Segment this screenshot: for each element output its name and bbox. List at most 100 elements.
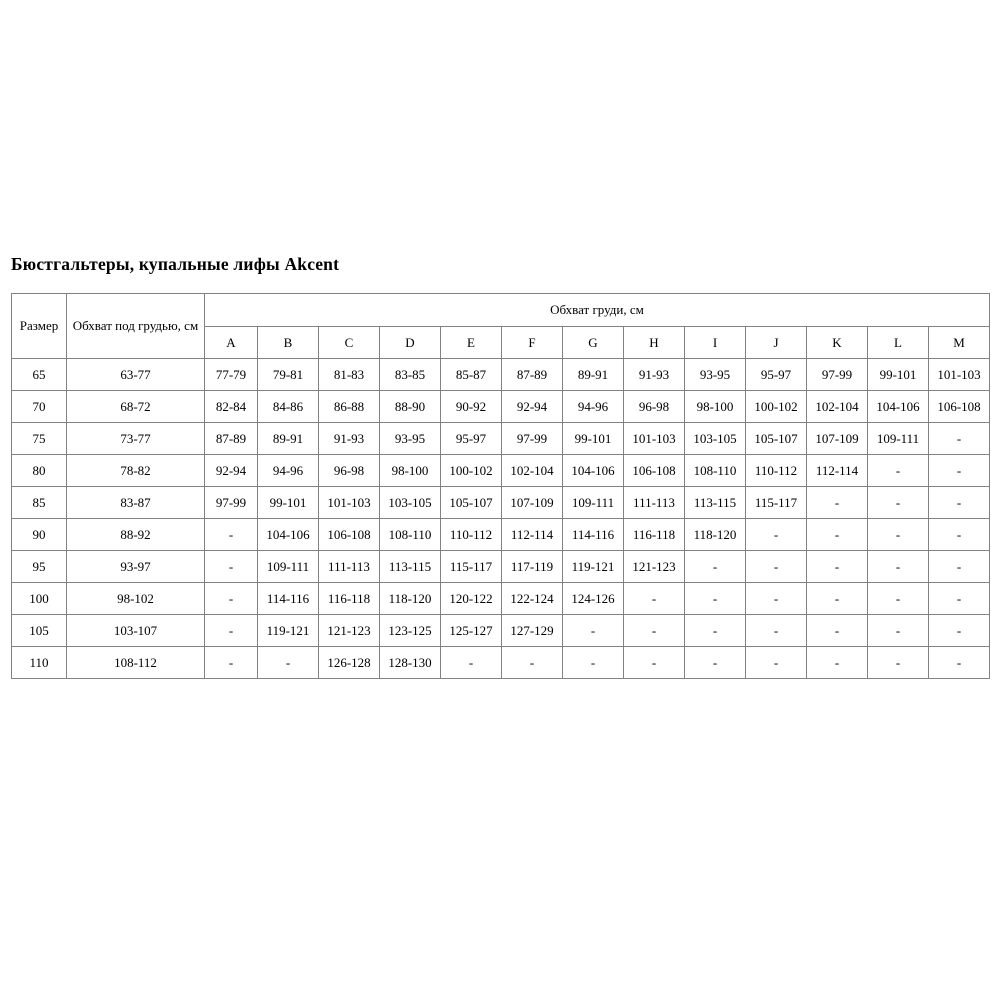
cup-cell: 81-83	[318, 358, 380, 391]
cup-cell: -	[806, 614, 868, 647]
cup-cell: -	[204, 582, 258, 615]
cup-cell: 101-103	[928, 358, 990, 391]
size-cell: 95	[11, 550, 67, 583]
cup-cell: -	[204, 614, 258, 647]
cup-cell: -	[204, 646, 258, 679]
size-chart-table: Размер Обхват под грудью, см Обхват груд…	[11, 293, 990, 679]
cup-cell: -	[623, 614, 685, 647]
cup-cell: 104-106	[867, 390, 929, 423]
cup-cell: -	[562, 614, 624, 647]
cup-cell: -	[867, 486, 929, 519]
cup-cell: 106-108	[623, 454, 685, 487]
cup-cell: -	[928, 422, 990, 455]
cup-cell: -	[806, 486, 868, 519]
cup-cell: -	[623, 582, 685, 615]
cup-cell: 99-101	[257, 486, 319, 519]
underbust-cell: 83-87	[66, 486, 205, 519]
cup-cell: -	[204, 518, 258, 551]
cup-cell: -	[440, 646, 502, 679]
table-header: Размер Обхват под грудью, см Обхват груд…	[11, 293, 990, 359]
cup-cell: 87-89	[501, 358, 563, 391]
cup-cell: 98-100	[684, 390, 746, 423]
cup-cell: -	[745, 582, 807, 615]
cup-cell: 105-107	[745, 422, 807, 455]
cup-cell: 91-93	[623, 358, 685, 391]
size-cell: 85	[11, 486, 67, 519]
cup-cell: 94-96	[257, 454, 319, 487]
underbust-cell: 108-112	[66, 646, 205, 679]
cup-cell: 89-91	[562, 358, 624, 391]
cup-letter-header-e: E	[440, 326, 502, 359]
table-row: 90 88-92-104-106 106-108 108-110 110-112 112-…	[11, 518, 990, 551]
cup-cell: 107-109	[501, 486, 563, 519]
cup-cell: 110-112	[745, 454, 807, 487]
cup-letter-header-d: D	[379, 326, 441, 359]
cup-cell: -	[623, 646, 685, 679]
cup-cell: 87-89	[204, 422, 258, 455]
cup-cell: 119-121	[562, 550, 624, 583]
cup-letter-header-j: J	[745, 326, 807, 359]
cup-letter-header-l: L	[867, 326, 929, 359]
cup-cell: 121-123	[318, 614, 380, 647]
cup-cell: 90-92	[440, 390, 502, 423]
cup-cell: 95-97	[745, 358, 807, 391]
cup-cell: 119-121	[257, 614, 319, 647]
table-body: 65 63-77 77-79 79-81 81-83 83-85 85-87 87-89 89-…	[11, 358, 990, 679]
cup-cell: -	[745, 550, 807, 583]
bust-group-header: Обхват груди, см	[204, 293, 990, 327]
cup-letter-header-m: M	[928, 326, 990, 359]
cup-cell: -	[928, 518, 990, 551]
cup-cell: 99-101	[562, 422, 624, 455]
size-cell: 70	[11, 390, 67, 423]
cup-cell: -	[501, 646, 563, 679]
cup-cell: 117-119	[501, 550, 563, 583]
cup-cell: -	[928, 614, 990, 647]
cup-cell: 125-127	[440, 614, 502, 647]
cup-cell: -	[684, 582, 746, 615]
cup-cell: 96-98	[623, 390, 685, 423]
size-cell: 105	[11, 614, 67, 647]
cup-cell: 108-110	[684, 454, 746, 487]
cup-cell: 96-98	[318, 454, 380, 487]
header-group-row: Размер Обхват под грудью, см Обхват груд…	[11, 293, 990, 359]
cup-cell: 113-115	[684, 486, 746, 519]
cup-cell: 79-81	[257, 358, 319, 391]
underbust-cell: 98-102	[66, 582, 205, 615]
cup-cell: -	[928, 486, 990, 519]
cup-cell: 115-117	[440, 550, 502, 583]
cup-cell: -	[867, 646, 929, 679]
cup-cell: 98-100	[379, 454, 441, 487]
cup-cell: 82-84	[204, 390, 258, 423]
cup-cell: 95-97	[440, 422, 502, 455]
size-cell: 80	[11, 454, 67, 487]
cup-cell: 109-111	[257, 550, 319, 583]
table-row: 65 63-77 77-79 79-81 81-83 83-85 85-87 87-89 89-…	[11, 358, 990, 391]
cup-cell: 114-116	[257, 582, 319, 615]
size-cell: 65	[11, 358, 67, 391]
cup-letter-header-f: F	[501, 326, 563, 359]
size-cell: 100	[11, 582, 67, 615]
cup-cell: -	[806, 550, 868, 583]
cup-cell: 93-95	[379, 422, 441, 455]
underbust-cell: 78-82	[66, 454, 205, 487]
cup-cell: 111-113	[623, 486, 685, 519]
page-title: Бюстгальтеры, купальные лифы Akcent	[11, 254, 340, 274]
cup-cell: 109-111	[562, 486, 624, 519]
cup-cell: 115-117	[745, 486, 807, 519]
cup-cell: 128-130	[379, 646, 441, 679]
underbust-cell: 73-77	[66, 422, 205, 455]
cup-cell: 107-109	[806, 422, 868, 455]
cup-cell: -	[684, 550, 746, 583]
table-row: 75 73-77 87-89 89-91 91-93 93-95 95-97 97-99 99-…	[11, 422, 990, 455]
cup-letter-header-b: B	[257, 326, 319, 359]
size-cell: 90	[11, 518, 67, 551]
cup-cell: 94-96	[562, 390, 624, 423]
cup-cell: 83-85	[379, 358, 441, 391]
cup-cell: 108-110	[379, 518, 441, 551]
cup-cell: 93-95	[684, 358, 746, 391]
table-row: 80 78-82 92-94 94-96 96-98 98-100 100-102 102-1…	[11, 454, 990, 487]
cup-letter-header-k: K	[806, 326, 868, 359]
underbust-cell: 103-107	[66, 614, 205, 647]
cup-cell: 92-94	[204, 454, 258, 487]
cup-cell: 97-99	[204, 486, 258, 519]
